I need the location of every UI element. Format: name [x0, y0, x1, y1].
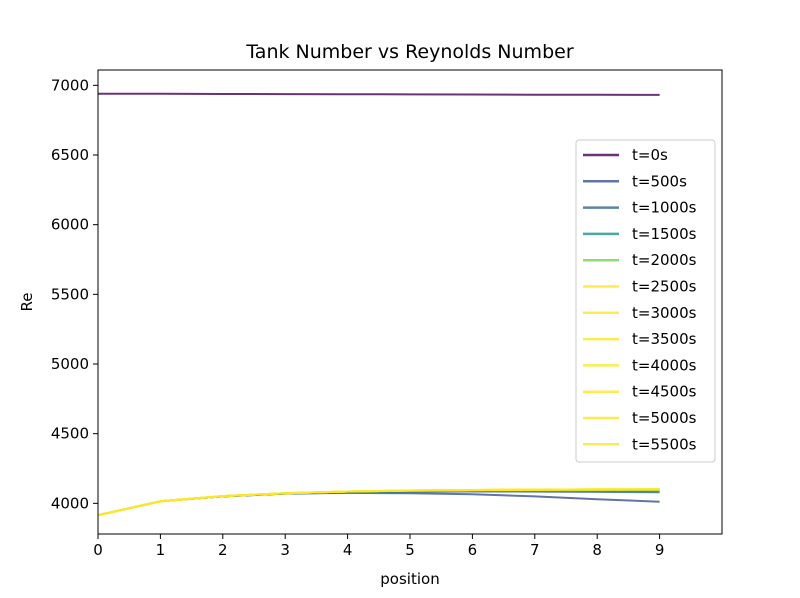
y-tick-label: 6500 [51, 146, 89, 164]
x-axis-ticks: 0 1 2 3 4 5 6 7 8 9 [93, 534, 664, 559]
x-tick-label: 7 [530, 541, 540, 559]
series-line-1 [97, 491, 660, 517]
legend: t=0s t=500s t=1000s t=1500s t=2000s t=2500s t=… [575, 139, 716, 463]
x-tick-label: 8 [592, 541, 602, 559]
y-tick-label: 4500 [51, 425, 89, 443]
legend-label-1: t=500s [632, 172, 687, 190]
y-tick-label: 7000 [51, 76, 89, 94]
series-lines [97, 92, 660, 517]
x-tick-label: 5 [405, 541, 415, 559]
legend-label-2: t=1000s [632, 199, 697, 217]
x-tick-label: 2 [218, 541, 228, 559]
legend-label-3: t=1500s [632, 225, 697, 243]
x-tick-label: 4 [343, 541, 353, 559]
y-axis-label: Re [18, 293, 36, 312]
legend-label-11: t=5500s [632, 435, 697, 453]
series-line-3 [97, 489, 660, 517]
x-tick-label: 3 [280, 541, 290, 559]
legend-label-7: t=3500s [632, 330, 697, 348]
x-axis-label: position [380, 570, 439, 588]
y-tick-label: 5000 [51, 355, 89, 373]
legend-label-6: t=3000s [632, 304, 697, 322]
legend-label-9: t=4500s [632, 383, 697, 401]
x-tick-label: 6 [468, 541, 478, 559]
legend-label-5: t=2500s [632, 278, 697, 296]
x-tick-label: 9 [655, 541, 665, 559]
series-line-0 [97, 92, 660, 96]
series-line-11 [97, 488, 660, 517]
legend-label-4: t=2000s [632, 251, 697, 269]
y-tick-label: 6000 [51, 216, 89, 234]
legend-label-10: t=5000s [632, 409, 697, 427]
y-tick-label: 4000 [51, 494, 89, 512]
legend-label-0: t=0s [632, 146, 668, 164]
chart-title: Tank Number vs Reynolds Number [245, 41, 573, 63]
legend-frame [575, 139, 716, 463]
series-line-2 [97, 490, 660, 517]
x-tick-label: 1 [156, 541, 166, 559]
x-tick-label: 0 [93, 541, 103, 559]
y-axis-ticks: 4000 4500 5000 5500 6000 6500 7000 [51, 76, 98, 512]
y-tick-label: 5500 [51, 285, 89, 303]
legend-label-8: t=4000s [632, 356, 697, 374]
